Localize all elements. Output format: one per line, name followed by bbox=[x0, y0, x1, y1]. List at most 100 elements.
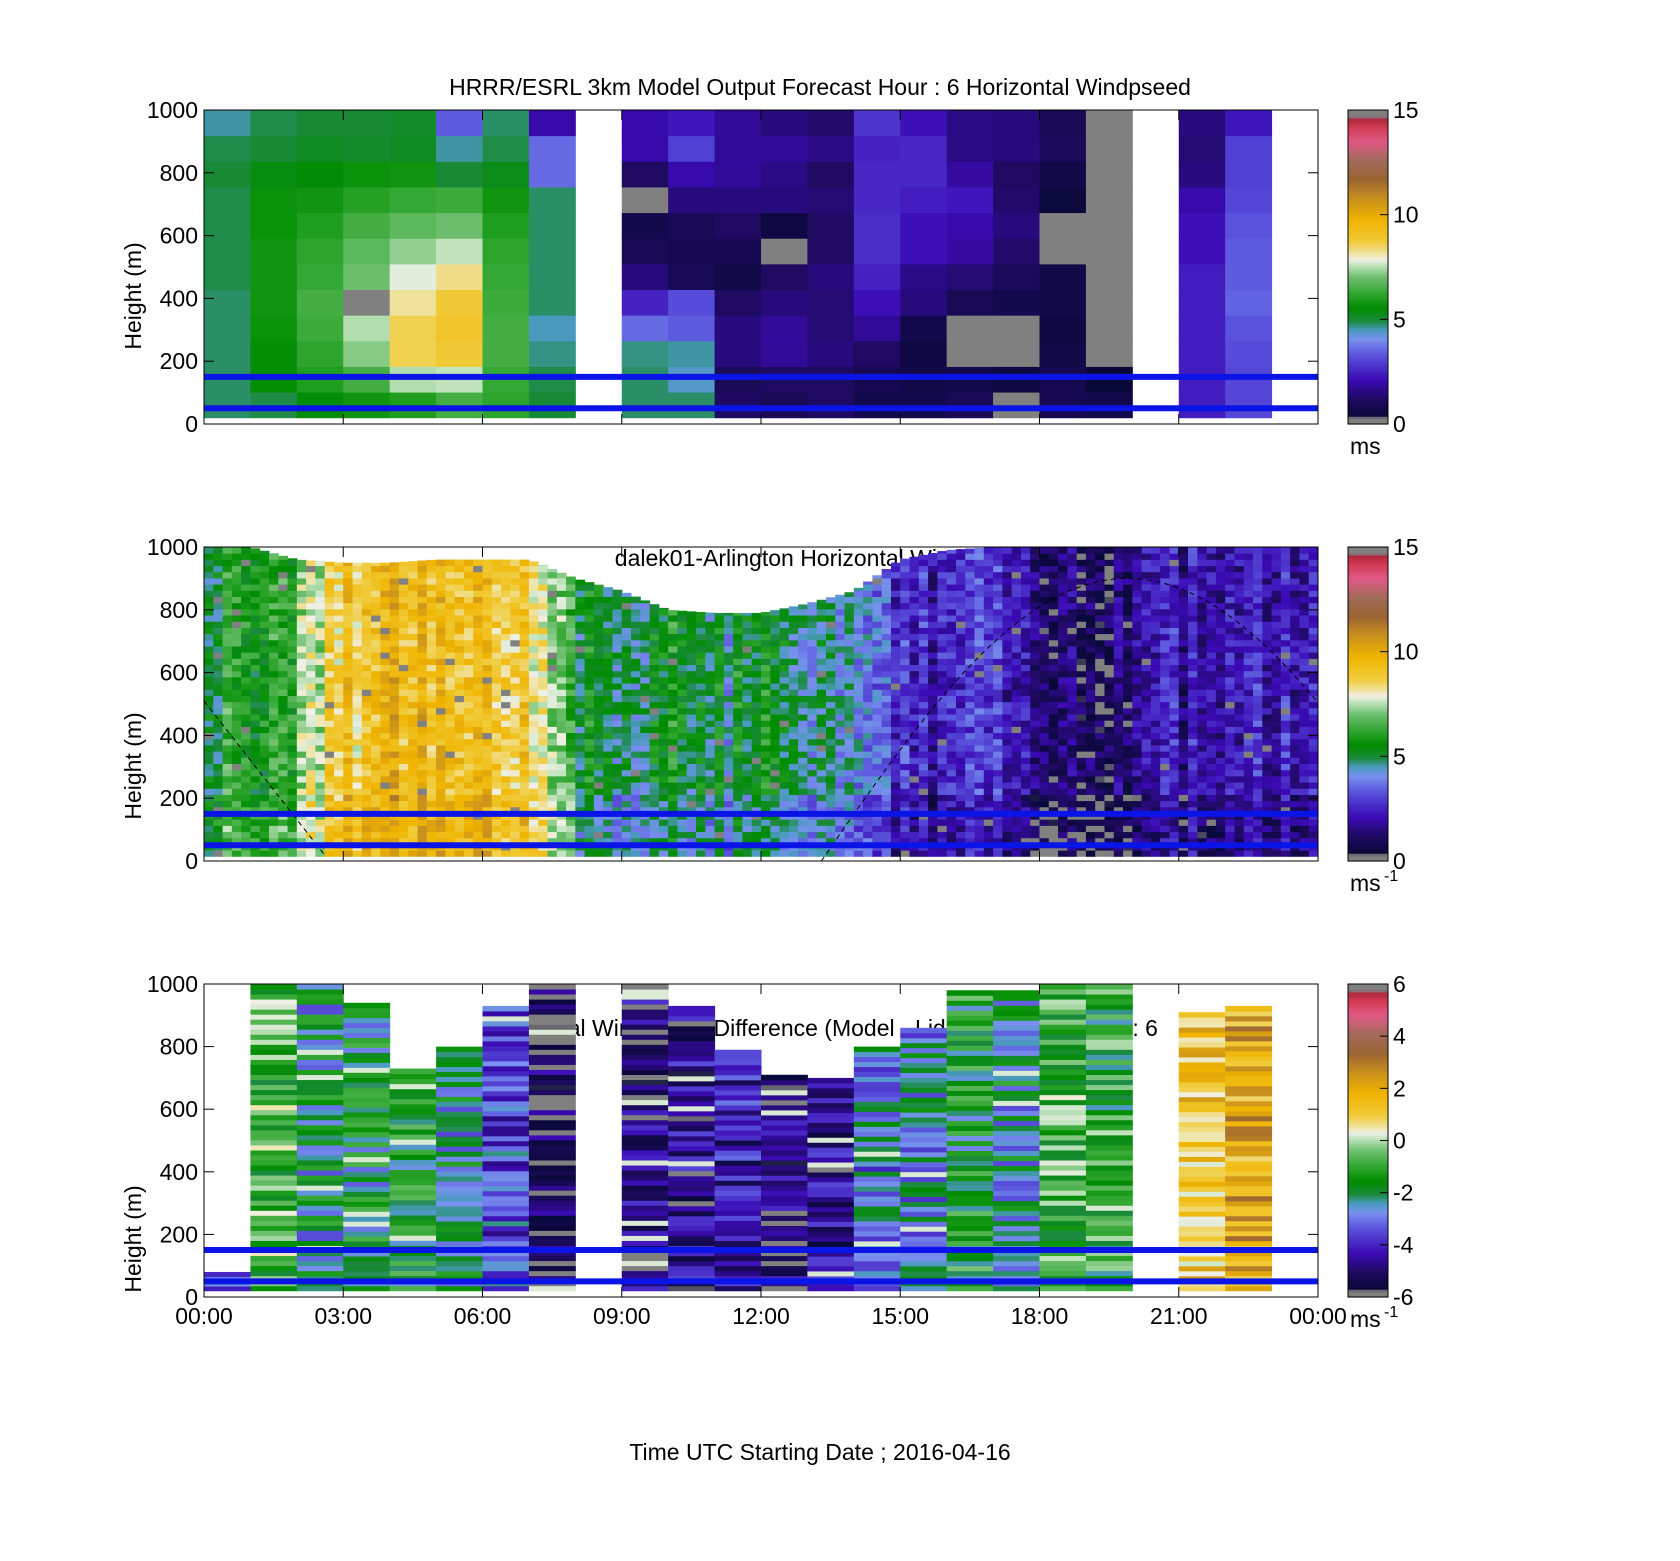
heat-cell bbox=[928, 794, 938, 802]
heat-cell bbox=[696, 744, 706, 752]
heat-cell bbox=[658, 800, 669, 808]
heat-cell bbox=[519, 850, 530, 857]
heat-cell bbox=[965, 608, 976, 616]
heat-cell bbox=[1002, 763, 1013, 771]
heat-cell bbox=[872, 701, 883, 709]
colorbar-segment bbox=[1348, 188, 1388, 192]
heat-cell bbox=[343, 565, 354, 573]
heat-cell bbox=[491, 744, 502, 752]
heat-cell bbox=[881, 658, 892, 666]
heat-cell bbox=[213, 850, 224, 857]
heat-cell bbox=[463, 571, 474, 579]
heat-cell bbox=[677, 738, 688, 746]
heat-cell bbox=[584, 608, 595, 616]
heat-cell bbox=[287, 763, 298, 771]
heat-cell bbox=[380, 769, 391, 777]
heat-cell bbox=[612, 689, 623, 696]
heat-cell bbox=[593, 788, 604, 795]
heat-cell bbox=[983, 714, 994, 721]
heat-cell bbox=[816, 831, 827, 839]
heat-cell bbox=[1039, 645, 1050, 653]
heat-cell bbox=[231, 726, 242, 734]
heat-cell bbox=[881, 670, 892, 678]
heat-cell bbox=[1085, 547, 1096, 554]
heat-cell bbox=[306, 584, 316, 591]
colorbar-segment bbox=[1348, 162, 1388, 166]
heat-cell bbox=[881, 732, 892, 740]
heat-cell bbox=[519, 645, 530, 653]
heat-cell bbox=[723, 670, 734, 678]
heat-cell bbox=[863, 794, 873, 802]
heat-cell bbox=[1030, 547, 1040, 554]
heat-cell bbox=[705, 806, 716, 814]
colorbar-segment bbox=[1348, 191, 1388, 195]
heat-cell bbox=[343, 732, 354, 740]
heat-cell bbox=[593, 676, 604, 684]
heat-cell bbox=[974, 831, 985, 839]
heat-cell bbox=[315, 819, 326, 826]
heat-cell bbox=[306, 769, 316, 777]
heat-cell bbox=[798, 751, 808, 758]
heat-cell bbox=[825, 775, 836, 783]
heat-cell bbox=[1085, 602, 1096, 610]
heat-cell bbox=[278, 800, 289, 808]
heat-cell bbox=[250, 825, 261, 833]
heat-cell bbox=[306, 621, 316, 628]
heat-cell bbox=[946, 392, 994, 419]
heat-cell bbox=[575, 819, 586, 826]
heat-cell bbox=[1225, 263, 1273, 291]
heat-cell bbox=[714, 212, 762, 239]
heat-cell bbox=[631, 837, 641, 845]
heat-cell bbox=[779, 670, 790, 678]
heat-cell bbox=[668, 645, 678, 653]
heat-cell bbox=[1104, 577, 1115, 585]
heat-cell bbox=[1067, 732, 1078, 740]
heat-cell bbox=[213, 763, 224, 771]
heat-cell bbox=[324, 806, 335, 814]
heat-cell bbox=[306, 788, 316, 795]
heat-cell bbox=[575, 788, 586, 795]
heat-cell bbox=[816, 782, 827, 789]
colorbar-segment bbox=[1348, 293, 1388, 297]
heat-cell bbox=[825, 782, 836, 789]
heat-cell bbox=[389, 806, 400, 814]
heat-cell bbox=[798, 782, 808, 789]
heat-cell bbox=[705, 837, 716, 845]
heat-cell bbox=[686, 732, 697, 740]
heat-cell bbox=[742, 788, 753, 795]
heat-cell bbox=[389, 819, 400, 826]
heat-cell bbox=[510, 633, 521, 641]
heat-cell bbox=[668, 757, 678, 765]
heat-cell bbox=[761, 658, 771, 666]
heat-cell bbox=[436, 621, 446, 628]
heat-cell bbox=[1104, 645, 1115, 653]
heat-cell bbox=[259, 707, 270, 715]
heat-cell bbox=[389, 161, 437, 188]
heat-cell bbox=[649, 695, 660, 703]
heat-cell bbox=[890, 788, 901, 795]
heat-cell bbox=[566, 744, 576, 752]
heat-cell bbox=[473, 645, 483, 653]
heat-cell bbox=[566, 775, 576, 783]
heat-cell bbox=[528, 652, 539, 659]
heat-cell bbox=[1058, 800, 1068, 808]
heat-cell bbox=[779, 831, 790, 839]
heat-cell bbox=[417, 689, 428, 696]
heat-cell bbox=[631, 664, 641, 672]
heat-cell bbox=[686, 689, 697, 696]
heat-cell bbox=[863, 831, 873, 839]
heat-cell bbox=[352, 763, 363, 771]
heat-cell bbox=[631, 714, 641, 721]
heat-cell bbox=[1011, 806, 1022, 814]
heat-cell bbox=[742, 633, 753, 641]
heat-cell bbox=[380, 621, 391, 628]
heat-cell bbox=[974, 664, 985, 672]
heat-cell bbox=[751, 800, 762, 808]
heat-cell bbox=[222, 763, 233, 771]
heat-cell bbox=[566, 664, 576, 672]
heat-cell bbox=[324, 775, 335, 783]
heat-cell bbox=[835, 594, 846, 597]
heat-cell bbox=[528, 720, 539, 727]
heat-cell bbox=[714, 633, 725, 641]
heat-cell bbox=[890, 695, 901, 703]
